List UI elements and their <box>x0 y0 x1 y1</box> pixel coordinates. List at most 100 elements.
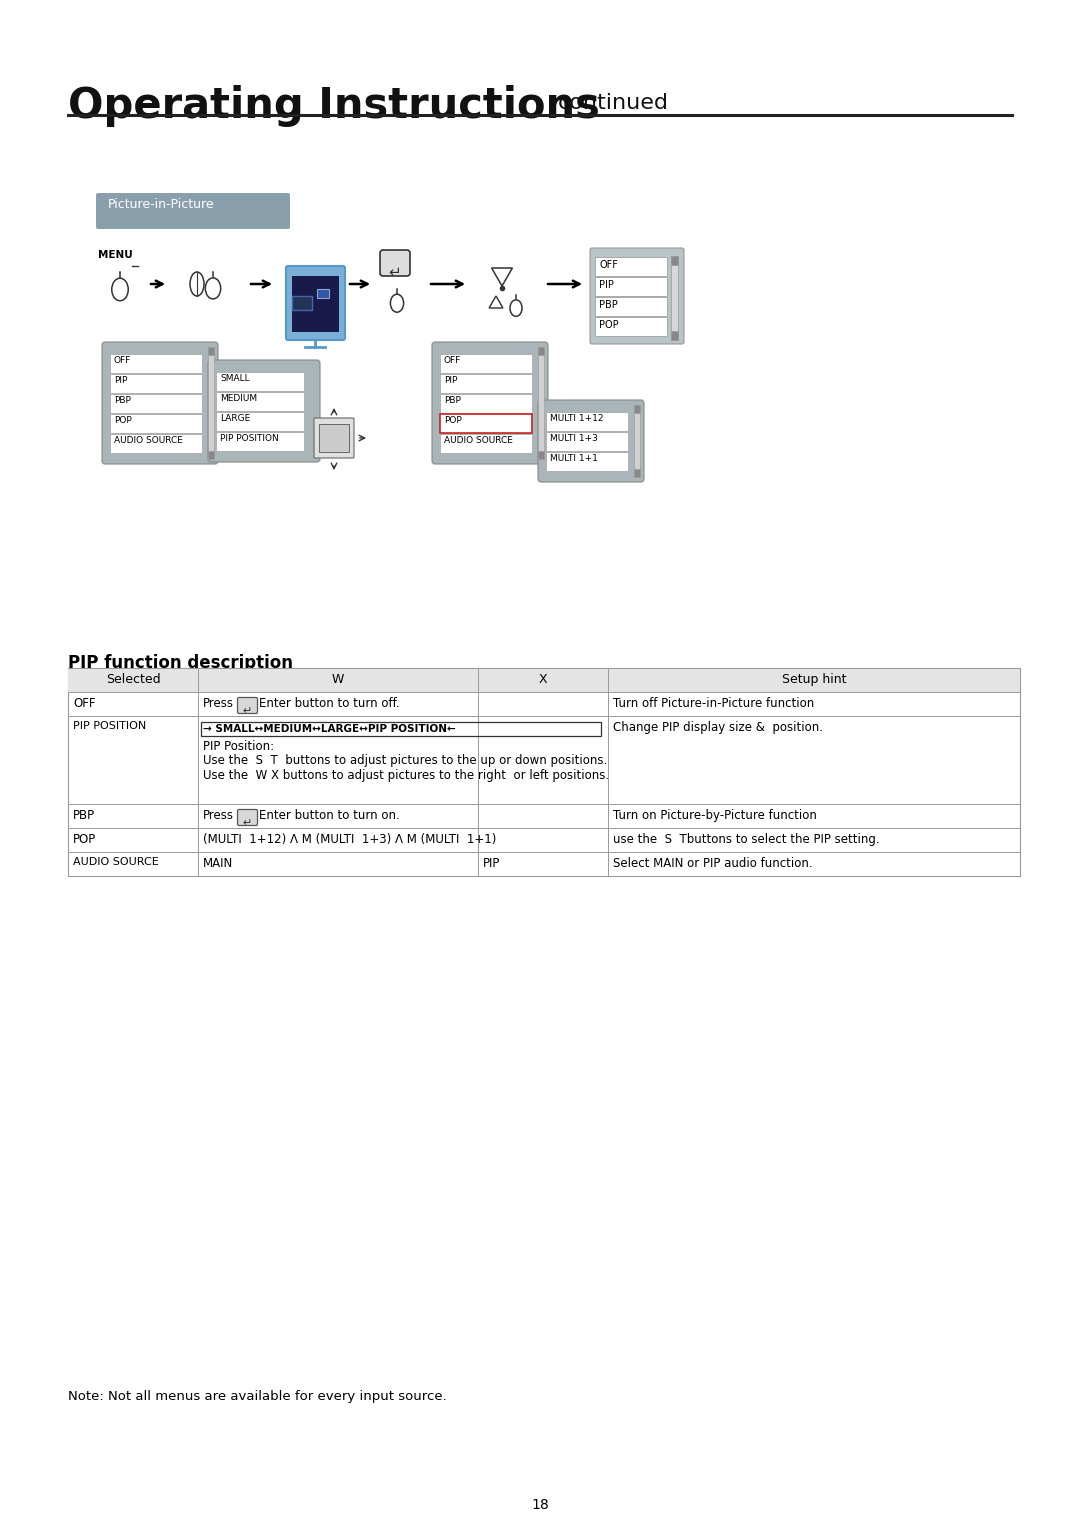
FancyBboxPatch shape <box>208 361 320 461</box>
Bar <box>110 354 202 373</box>
Text: PIP: PIP <box>444 376 457 385</box>
Bar <box>216 432 303 451</box>
Bar <box>319 423 349 452</box>
Text: Use the  S  T  buttons to adjust pictures to the up or down positions.: Use the S T buttons to adjust pictures t… <box>203 753 607 767</box>
Bar <box>68 668 1020 876</box>
FancyBboxPatch shape <box>238 810 257 825</box>
Text: PIP: PIP <box>483 857 500 869</box>
Text: (MULTI  1+12) Λ M (MULTI  1+3) Λ M (MULTI  1+1): (MULTI 1+12) Λ M (MULTI 1+3) Λ M (MULTI … <box>203 833 497 847</box>
Bar <box>538 347 544 354</box>
Text: use the  S  Tbuttons to select the PIP setting.: use the S Tbuttons to select the PIP set… <box>613 833 879 847</box>
Text: PIP POSITION: PIP POSITION <box>220 434 279 443</box>
Text: OFF: OFF <box>114 356 132 365</box>
Text: PBP: PBP <box>599 299 618 310</box>
Text: POP: POP <box>599 319 619 330</box>
Bar <box>634 405 640 477</box>
Bar <box>595 316 667 336</box>
Text: AUDIO SOURCE: AUDIO SOURCE <box>114 435 183 445</box>
Text: Press: Press <box>203 697 234 711</box>
Bar <box>546 452 627 471</box>
Text: LARGE: LARGE <box>220 414 251 423</box>
Text: POP: POP <box>73 833 96 847</box>
FancyBboxPatch shape <box>102 342 218 465</box>
Text: Enter button to turn off.: Enter button to turn off. <box>259 697 400 711</box>
Text: Enter button to turn on.: Enter button to turn on. <box>259 808 400 822</box>
Text: MULTI 1+1: MULTI 1+1 <box>550 454 598 463</box>
Bar <box>68 668 1020 692</box>
Text: Change PIP display size &  position.: Change PIP display size & position. <box>613 721 823 733</box>
Text: Picture-in-Picture: Picture-in-Picture <box>108 199 215 211</box>
Text: PIP: PIP <box>114 376 127 385</box>
Text: Turn off Picture-in-Picture function: Turn off Picture-in-Picture function <box>613 697 814 711</box>
FancyBboxPatch shape <box>286 266 345 341</box>
Text: → SMALL↔MEDIUM↔LARGE↔PIP POSITION←: → SMALL↔MEDIUM↔LARGE↔PIP POSITION← <box>203 724 456 733</box>
FancyBboxPatch shape <box>96 193 291 229</box>
Text: Turn on Picture-by-Picture function: Turn on Picture-by-Picture function <box>613 808 816 822</box>
Text: Note: Not all menus are available for every input source.: Note: Not all menus are available for ev… <box>68 1390 447 1403</box>
Text: PBP: PBP <box>114 396 131 405</box>
Bar <box>201 723 600 736</box>
Text: MULTI 1+12: MULTI 1+12 <box>550 414 604 423</box>
Bar <box>110 414 202 432</box>
Bar <box>440 374 532 393</box>
Bar <box>538 347 544 458</box>
Text: PIP Position:: PIP Position: <box>203 740 274 753</box>
Text: Setup hint: Setup hint <box>782 672 847 686</box>
Bar <box>671 257 678 341</box>
FancyBboxPatch shape <box>380 251 410 277</box>
Bar <box>634 469 640 477</box>
Text: OFF: OFF <box>73 697 95 711</box>
Bar <box>292 296 312 310</box>
Text: ↵: ↵ <box>389 264 402 280</box>
Text: Press: Press <box>203 808 234 822</box>
Text: MEDIUM: MEDIUM <box>220 394 257 403</box>
Bar <box>110 394 202 413</box>
Text: Selected: Selected <box>106 672 160 686</box>
Bar <box>595 257 667 277</box>
Text: W: W <box>332 672 345 686</box>
FancyBboxPatch shape <box>314 419 354 458</box>
Text: PIP POSITION: PIP POSITION <box>73 721 146 730</box>
Text: PIP function description: PIP function description <box>68 654 293 672</box>
Bar <box>208 451 214 458</box>
Text: continued: continued <box>558 93 669 113</box>
Text: ↵: ↵ <box>243 817 253 828</box>
Text: PIP: PIP <box>599 280 613 290</box>
Text: OFF: OFF <box>444 356 461 365</box>
Bar <box>546 413 627 431</box>
Bar <box>595 277 667 296</box>
Text: 18: 18 <box>531 1497 549 1513</box>
Text: MAIN: MAIN <box>203 857 233 869</box>
Bar <box>440 434 532 452</box>
Bar <box>292 277 339 332</box>
Text: PBP: PBP <box>73 808 95 822</box>
Bar <box>440 414 532 432</box>
FancyBboxPatch shape <box>590 248 684 344</box>
Bar <box>440 354 532 373</box>
Text: Select MAIN or PIP audio function.: Select MAIN or PIP audio function. <box>613 857 812 869</box>
Text: SMALL: SMALL <box>220 374 249 384</box>
Bar <box>671 332 678 341</box>
Text: POP: POP <box>444 416 462 425</box>
Bar <box>216 413 303 431</box>
Text: X: X <box>539 672 548 686</box>
Bar <box>595 296 667 316</box>
Text: OFF: OFF <box>599 260 618 270</box>
Text: PBP: PBP <box>444 396 461 405</box>
Text: AUDIO SOURCE: AUDIO SOURCE <box>73 857 159 866</box>
Bar <box>538 451 544 458</box>
Bar <box>110 434 202 452</box>
Text: POP: POP <box>114 416 132 425</box>
FancyBboxPatch shape <box>432 342 548 465</box>
Text: Operating Instructions: Operating Instructions <box>68 86 599 127</box>
Bar <box>208 347 214 458</box>
Bar <box>208 347 214 354</box>
Text: MENU: MENU <box>98 251 133 260</box>
Bar <box>216 393 303 411</box>
Bar <box>546 432 627 451</box>
Bar <box>216 371 303 391</box>
Bar <box>318 289 329 298</box>
Text: AUDIO SOURCE: AUDIO SOURCE <box>444 435 513 445</box>
Bar <box>440 394 532 413</box>
Bar <box>671 257 678 264</box>
